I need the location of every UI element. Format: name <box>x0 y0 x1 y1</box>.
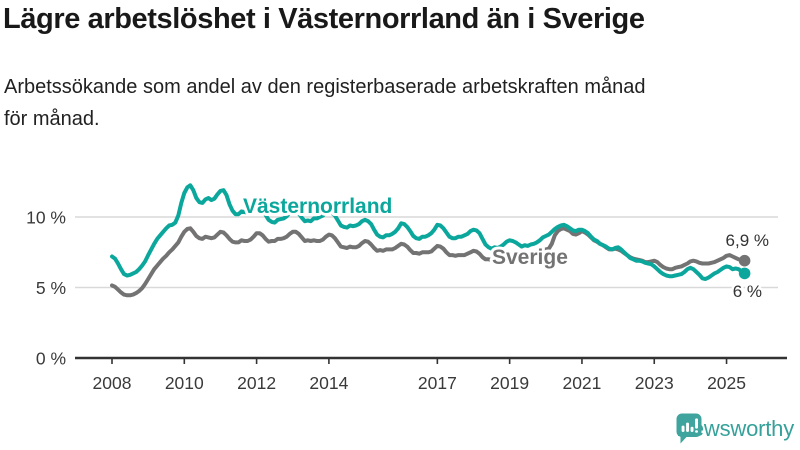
logo-exclamation-dot <box>695 430 699 433</box>
logo-exclamation-bar <box>695 418 699 429</box>
chart-plot-layer: 0 % 5 % 10 % 2008 2010 2012 2014 2017 2019 2021 20… <box>26 183 787 393</box>
x-axis-tick-label: 2023 <box>635 373 674 393</box>
end-value-label-sverige: 6,9 % <box>726 231 769 250</box>
x-axis-tick-label: 2017 <box>418 373 457 393</box>
x-axis-tick-label: 2010 <box>165 373 204 393</box>
newsworthy-logo: Newsworthy <box>676 413 794 445</box>
y-axis-tick-label: 5 % <box>36 278 66 298</box>
series-label-vasternorrland: Västernorrland <box>243 195 392 218</box>
subtitle-line-1: Arbetssökande som andel av den registerb… <box>4 76 646 98</box>
y-axis-tick-label: 0 % <box>36 349 66 369</box>
page-title: Lägre arbetslöshet i Västernorrland än i… <box>3 3 645 35</box>
y-axis-tick-label: 10 % <box>26 208 66 228</box>
end-value-label-vasternorrland: 6 % <box>733 282 762 301</box>
x-axis-tick-label: 2019 <box>490 373 529 393</box>
end-dot-västernorrland <box>738 267 751 280</box>
x-axis-tick-label: 2008 <box>93 373 132 393</box>
x-axis-tick-label: 2012 <box>237 373 276 393</box>
subtitle-line-2: för månad. <box>4 108 100 130</box>
series-label-sverige: Sverige <box>492 246 568 269</box>
chart-subtitle: Arbetssökande som andel av den registerb… <box>4 71 784 135</box>
line-västernorrland <box>110 183 747 281</box>
x-axis-tick-label: 2021 <box>562 373 601 393</box>
end-dot-sverige <box>738 254 751 267</box>
newsworthy-logo-icon <box>676 413 702 444</box>
x-axis-tick-label: 2025 <box>707 373 746 393</box>
logo-bar-chart-glyph <box>681 418 699 433</box>
chart-label-layer: Västernorrland Sverige 6,9 % 6 % <box>240 192 772 304</box>
x-axis-tick-label: 2014 <box>309 373 348 393</box>
